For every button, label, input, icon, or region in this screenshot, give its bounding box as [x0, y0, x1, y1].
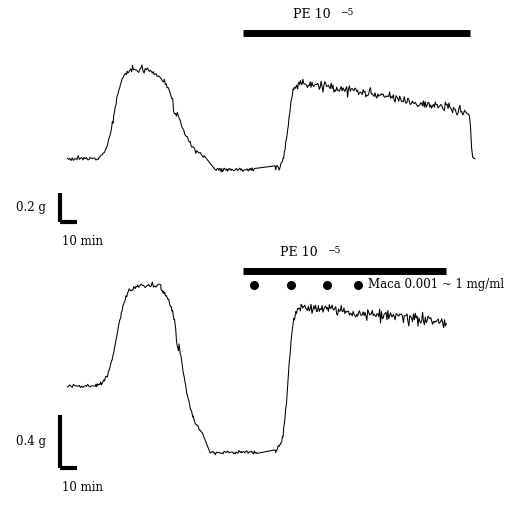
Text: −5: −5	[327, 246, 340, 255]
Text: PE 10: PE 10	[280, 246, 317, 259]
Text: PE 10: PE 10	[293, 8, 330, 21]
Text: Maca 0.001 ~ 1 mg/ml: Maca 0.001 ~ 1 mg/ml	[368, 278, 504, 291]
Text: 0.4 g: 0.4 g	[16, 435, 46, 448]
Text: 10 min: 10 min	[62, 235, 102, 249]
Text: −5: −5	[340, 8, 353, 17]
Text: 0.2 g: 0.2 g	[16, 202, 46, 214]
Text: 10 min: 10 min	[62, 481, 102, 495]
